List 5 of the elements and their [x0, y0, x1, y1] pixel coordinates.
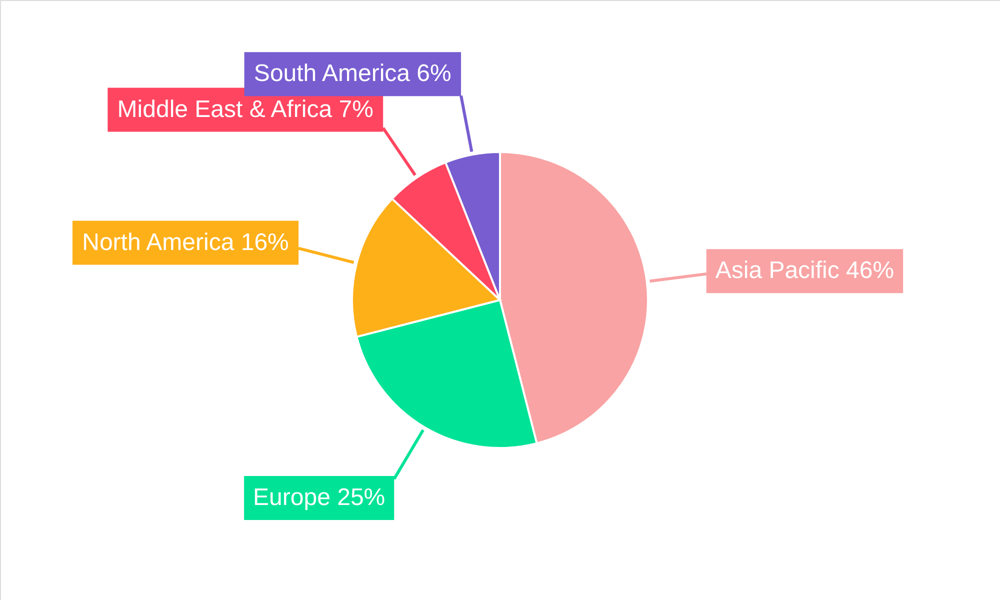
- slice-label: North America 16%: [82, 228, 289, 256]
- slice-label: Asia Pacific 46%: [715, 257, 894, 284]
- slice-label: Middle East & Africa 7%: [117, 96, 374, 123]
- slice-label: South America 6%: [254, 60, 452, 88]
- slice-label: Europe 25%: [253, 484, 386, 511]
